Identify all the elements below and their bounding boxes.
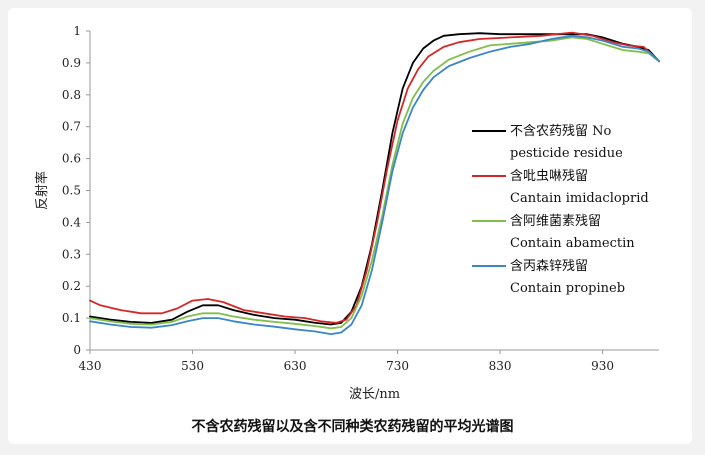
- y-tick-label: 0.3: [62, 247, 81, 261]
- legend-label-3-line1: 含阿维菌素残留: [510, 213, 601, 229]
- legend-label-4-line2: Contain propineb: [510, 281, 625, 296]
- y-tick-label: 0: [73, 343, 81, 357]
- x-tick-label: 530: [181, 359, 204, 373]
- series-line-4: [89, 34, 660, 335]
- y-tick-label: 0.8: [62, 88, 81, 102]
- legend-label-3-line2: Contain abamectin: [510, 236, 635, 251]
- x-tick-label: 730: [386, 359, 409, 373]
- chart-title: 不含农药残留以及含不同种类农药残留的平均光谱图: [191, 419, 514, 435]
- y-tick-label: 0.5: [62, 184, 81, 198]
- legend-label-1-line2: pesticide residue: [510, 146, 623, 161]
- series-line-3: [89, 36, 660, 330]
- chart-card: [8, 8, 692, 444]
- y-tick-label: 0.1: [62, 311, 81, 325]
- x-tick-label: 430: [79, 359, 102, 373]
- x-axis-label: 波长/nm: [349, 387, 400, 402]
- y-tick-label: 0.2: [62, 279, 81, 293]
- y-tick-label: 1: [73, 24, 81, 38]
- legend-label-1-line1: 不含农药残留 No: [510, 123, 612, 139]
- y-tick-label: 0.7: [62, 120, 81, 134]
- y-axis-label: 反射率: [34, 171, 50, 210]
- series-line-2: [89, 31, 660, 324]
- x-tick-label: 930: [591, 359, 614, 373]
- y-tick-label: 0.4: [62, 215, 81, 229]
- legend-label-4-line1: 含丙森锌残留: [510, 258, 588, 274]
- legend-label-2-line2: Cantain imidacloprid: [510, 191, 649, 206]
- y-tick-label: 0.6: [62, 152, 81, 166]
- legend-label-2-line1: 含吡虫啉残留: [510, 168, 588, 184]
- x-tick-label: 630: [284, 359, 307, 373]
- y-tick-label: 0.9: [62, 56, 81, 70]
- x-tick-label: 830: [489, 359, 512, 373]
